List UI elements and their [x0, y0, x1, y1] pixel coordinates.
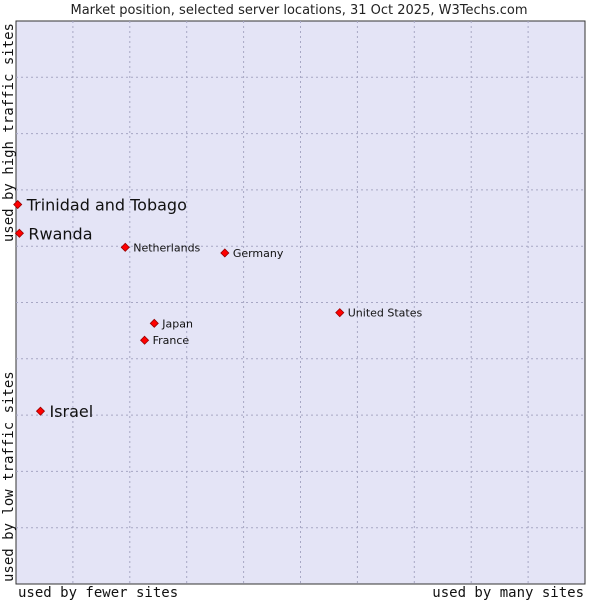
point-label-trinidad-and-tobago: Trinidad and Tobago — [26, 196, 187, 215]
y-axis-label-bottom: used by low traffic sites — [1, 371, 17, 582]
data-points: Trinidad and Tobago Rwanda Netherlands Germ… — [13, 196, 423, 421]
point-label-france: France — [153, 334, 190, 347]
point-marker-netherlands — [120, 242, 130, 252]
point-label-netherlands: Netherlands — [133, 241, 200, 254]
point-label-israel: Israel — [49, 402, 93, 421]
x-axis-label-left: used by fewer sites — [18, 585, 178, 600]
chart-title: Market position, selected server locatio… — [70, 3, 527, 18]
point-label-japan: Japan — [161, 317, 193, 330]
point-label-united-states: United States — [348, 307, 423, 320]
point-marker-japan — [149, 318, 159, 328]
point-marker-germany — [220, 248, 230, 258]
point-marker-united-states — [335, 308, 345, 318]
point-marker-france — [140, 335, 150, 345]
point-marker-israel — [35, 406, 46, 416]
x-axis-label-right: used by many sites — [432, 585, 584, 600]
point-marker-rwanda — [14, 228, 24, 238]
grid-lines — [16, 21, 585, 584]
point-label-rwanda: Rwanda — [28, 224, 92, 243]
point-label-germany: Germany — [233, 247, 284, 260]
y-axis-label-top: used by high traffic sites — [1, 23, 17, 242]
point-marker-trinidad-and-tobago — [13, 199, 23, 210]
